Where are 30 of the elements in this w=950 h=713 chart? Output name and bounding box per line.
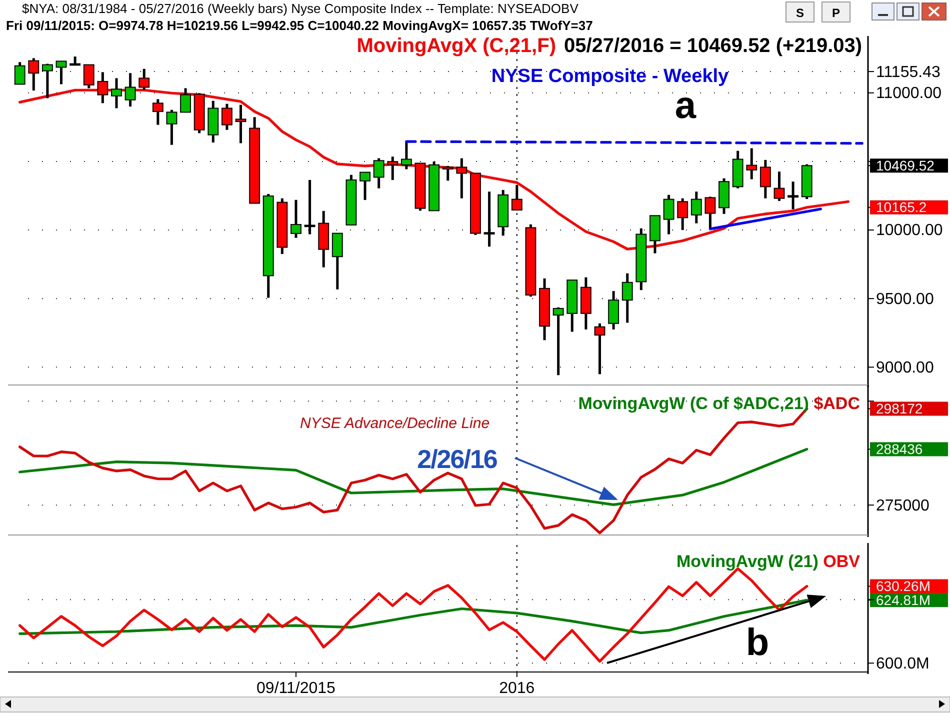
button: S (786, 2, 814, 22)
series-label: MovingAvgW (21) (676, 552, 818, 571)
button: P (822, 2, 850, 22)
y-tick-label: 9000.00 (876, 359, 934, 376)
y-tick-label: 10165.2 (876, 199, 927, 216)
y-tick-label: 298172 (876, 400, 923, 416)
y-tick-label: 624.81M (876, 592, 930, 608)
annotation: a (674, 85, 697, 127)
x-tick-label: 2016 (499, 680, 535, 697)
series-label: OBV (823, 552, 861, 571)
y-tick-label: 630.26M (876, 578, 930, 594)
x-tick-label: 09/11/2015 (256, 680, 336, 697)
y-tick-label: 9500.00 (876, 290, 934, 308)
annotation: 2/26/16 (417, 444, 498, 474)
annotation: b (746, 622, 768, 664)
y-tick-label: 11155.43 (876, 64, 940, 81)
text: MovingAvgX (C,21,F) (356, 35, 556, 57)
text: MovingAvgW (C of $ADC,21) (578, 394, 809, 413)
y-tick-label: 10000.00 (876, 222, 943, 240)
y-tick-label: 600.0M (876, 655, 930, 672)
y-tick-label: 275000 (876, 497, 930, 514)
chart-title: 05/27/2016 = 10469.52 (+219.03) (564, 35, 862, 57)
text: Fri 09/11/2015: O=9974.78 H=10219.56 L=9942.95 C=10040.22 MovingAvgX= 10657.35 TWofY=37 (6, 18, 593, 33)
text: NYSE Composite - Weekly (491, 66, 730, 87)
legend-label: $ADC (814, 394, 860, 413)
annotation: NYSE Advance/Decline Line (300, 415, 490, 432)
y-tick-label: 11000.00 (876, 85, 942, 102)
y-tick-label: 10469.52 (876, 157, 935, 174)
y-tick-label: 288436 (876, 440, 923, 457)
text: $NYA: 08/31/1984 - 05/27/2016 (Weekly bars) Nyse Composite Index -- Template: NYSEADOBV (22, 1, 579, 16)
